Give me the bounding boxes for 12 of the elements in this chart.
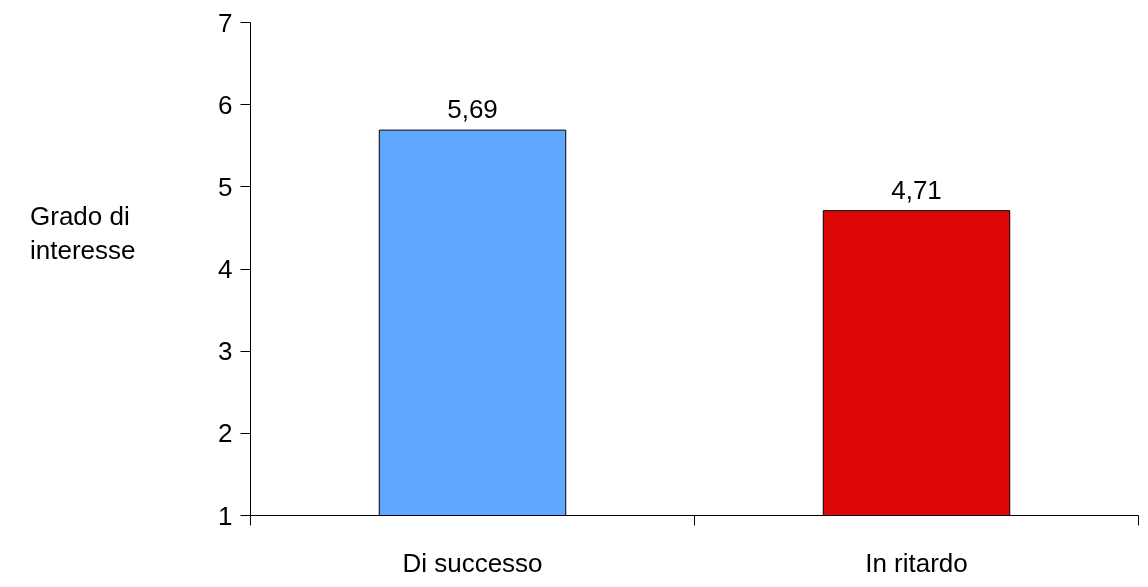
data-label: 5,69 [447,94,498,125]
y-tick-label: 4 [218,254,233,284]
x-tick-label: Di successo [402,547,543,578]
y-tick-label: 1 [218,500,233,531]
y-axis-title: Grado di interesse [30,200,136,267]
y-tick-label: 2 [218,418,233,449]
y-tick-label: 6 [218,89,233,120]
y-tick-label: 5 [218,171,233,202]
data-label: 4,71 [891,174,942,205]
y-tick-label: 7 [218,7,233,38]
x-tick-label: In ritardo [865,547,968,578]
y-tick-label: 3 [218,336,233,367]
